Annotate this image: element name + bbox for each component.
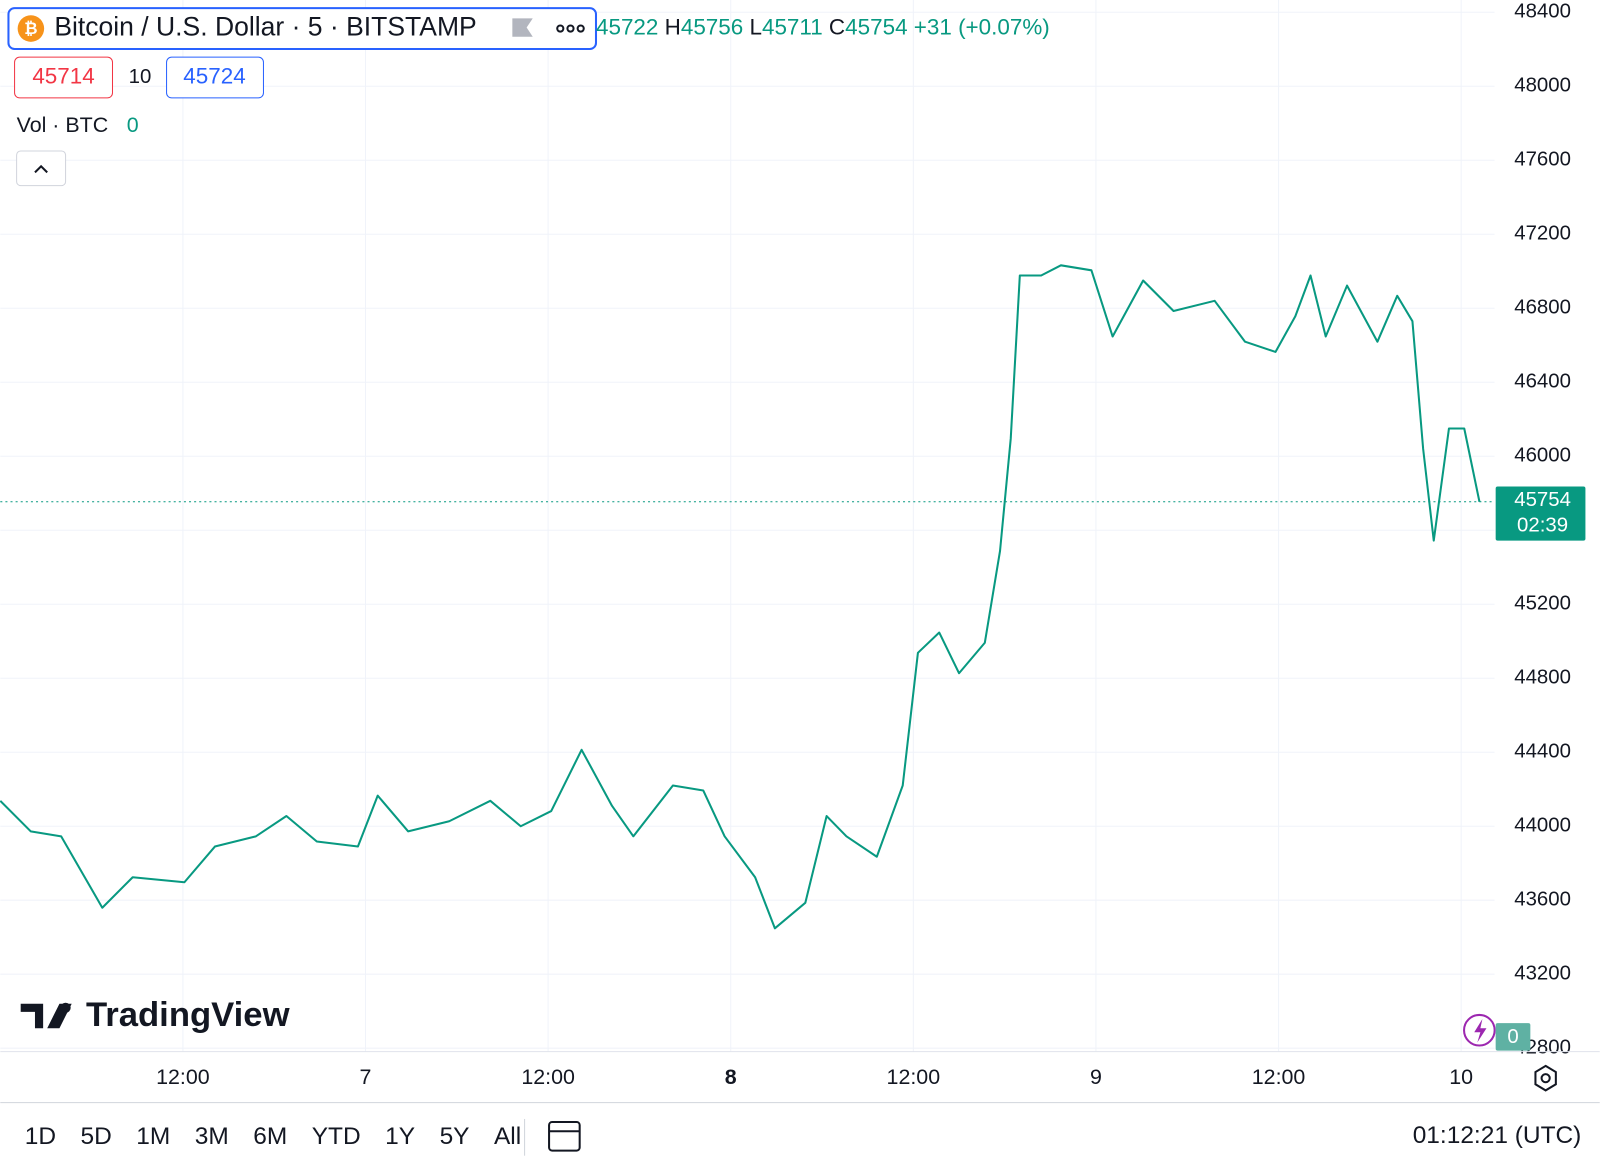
y-tick-label: 43600 [1514, 889, 1571, 911]
x-tick-label: 8 [725, 1065, 737, 1089]
ohlc: 45722 H45756 L45711 C45754 +31 (+0.07%) [596, 14, 1050, 39]
y-tick-label: 48000 [1514, 75, 1571, 97]
y-tick-label: 48400 [1514, 1, 1571, 23]
range-button[interactable]: 6M [253, 1123, 287, 1150]
clock: 01:12:21 (UTC) [1413, 1122, 1582, 1149]
x-tick-label: 12:00 [1252, 1065, 1306, 1089]
x-tick-label: 12:00 [156, 1065, 210, 1089]
y-tick-label: 43200 [1514, 963, 1571, 985]
y-tick-label: 46000 [1514, 445, 1571, 467]
range-button[interactable]: 1M [136, 1123, 170, 1150]
range-button[interactable]: All [494, 1123, 521, 1150]
y-tick-label: 47200 [1514, 223, 1571, 245]
y-tick-label: 46400 [1514, 371, 1571, 393]
x-tick-label: 9 [1090, 1065, 1102, 1089]
y-tick-label: 46800 [1514, 297, 1571, 319]
last-price-label: 45754 [1514, 489, 1571, 511]
high: 45756 [681, 14, 743, 39]
calendar-icon [548, 1121, 581, 1152]
buy-price: 45724 [183, 63, 245, 88]
volume-badge: 0 [1507, 1026, 1518, 1048]
symbol-icon [17, 15, 45, 42]
collapse-icon [34, 164, 48, 174]
more-button[interactable] [556, 24, 585, 33]
x-tick-label: 10 [1449, 1065, 1473, 1089]
range-button[interactable]: YTD [312, 1123, 361, 1150]
buy-button[interactable] [166, 56, 264, 99]
flag-icon[interactable] [512, 18, 533, 37]
dot [576, 24, 585, 33]
dot [556, 24, 565, 33]
x-tick-label: 7 [360, 1065, 372, 1089]
logo [20, 1003, 72, 1029]
close: 45754 [845, 14, 907, 39]
settings-icon [1540, 1073, 1551, 1084]
sell-price: 45714 [32, 63, 94, 88]
y-tick-label: 44000 [1514, 815, 1571, 837]
date-range-button[interactable] [548, 1121, 581, 1152]
sell-button[interactable] [14, 56, 114, 99]
volume-label: Vol · BTC [17, 113, 109, 137]
symbol-icon-glyph: ₿ [24, 20, 37, 38]
symbol-title: Bitcoin / U.S. Dollar · 5 · BITSTAMP [54, 12, 476, 42]
countdown: 02:39 [1517, 515, 1568, 537]
y-tick-label: 47600 [1514, 149, 1571, 171]
y-tick-label: 45200 [1514, 593, 1571, 615]
settings-button[interactable] [1534, 1064, 1557, 1092]
price-line [0, 264, 1481, 930]
quantity: 10 [129, 66, 152, 88]
low: 45711 [762, 14, 823, 39]
x-tick-label: 12:00 [521, 1065, 575, 1089]
y-tick-label: 44800 [1514, 667, 1571, 689]
close-key: C [829, 14, 845, 39]
range-button[interactable]: 5D [81, 1123, 112, 1150]
logo-dot [60, 1002, 71, 1013]
open: 45722 [596, 14, 658, 39]
dot [566, 24, 575, 33]
range-button[interactable]: 5Y [440, 1123, 470, 1150]
y-tick-label: 44400 [1514, 741, 1571, 763]
collapse-button[interactable] [16, 150, 67, 187]
range-button[interactable]: 3M [195, 1123, 229, 1150]
range-button[interactable]: 1Y [385, 1123, 415, 1150]
low-key: L [749, 14, 761, 39]
alert-icon [1474, 1019, 1487, 1043]
change: +31 (+0.07%) [914, 14, 1050, 39]
price-label-box [1495, 486, 1586, 541]
x-tick-label: 12:00 [887, 1065, 941, 1089]
watermark: TradingView [86, 996, 291, 1034]
high-key: H [665, 14, 681, 39]
volume-value: 0 [127, 113, 139, 137]
symbol-box[interactable] [7, 7, 598, 50]
range-button[interactable]: 1D [25, 1123, 56, 1150]
volume-badge-box [1495, 1023, 1531, 1051]
